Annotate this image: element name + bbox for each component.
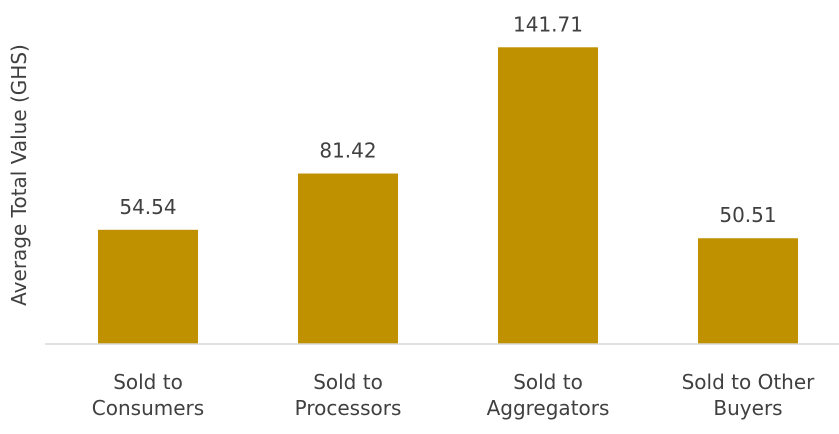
- x-tick-label: Sold to Processors: [295, 370, 402, 420]
- data-label: 54.54: [119, 195, 176, 219]
- bar: [498, 47, 598, 345]
- data-label: 141.71: [513, 12, 583, 36]
- data-label: 50.51: [719, 203, 776, 227]
- bar: [698, 238, 798, 344]
- x-tick-label: Sold to Consumers: [92, 370, 204, 420]
- y-axis-label: Average Total Value (GHS): [7, 44, 31, 306]
- bar: [98, 229, 198, 344]
- x-tick-label: Sold to Other Buyers: [682, 370, 816, 420]
- data-label: 81.42: [319, 139, 376, 163]
- x-tick-label: Sold to Aggregators: [487, 370, 610, 420]
- bar: [298, 173, 398, 344]
